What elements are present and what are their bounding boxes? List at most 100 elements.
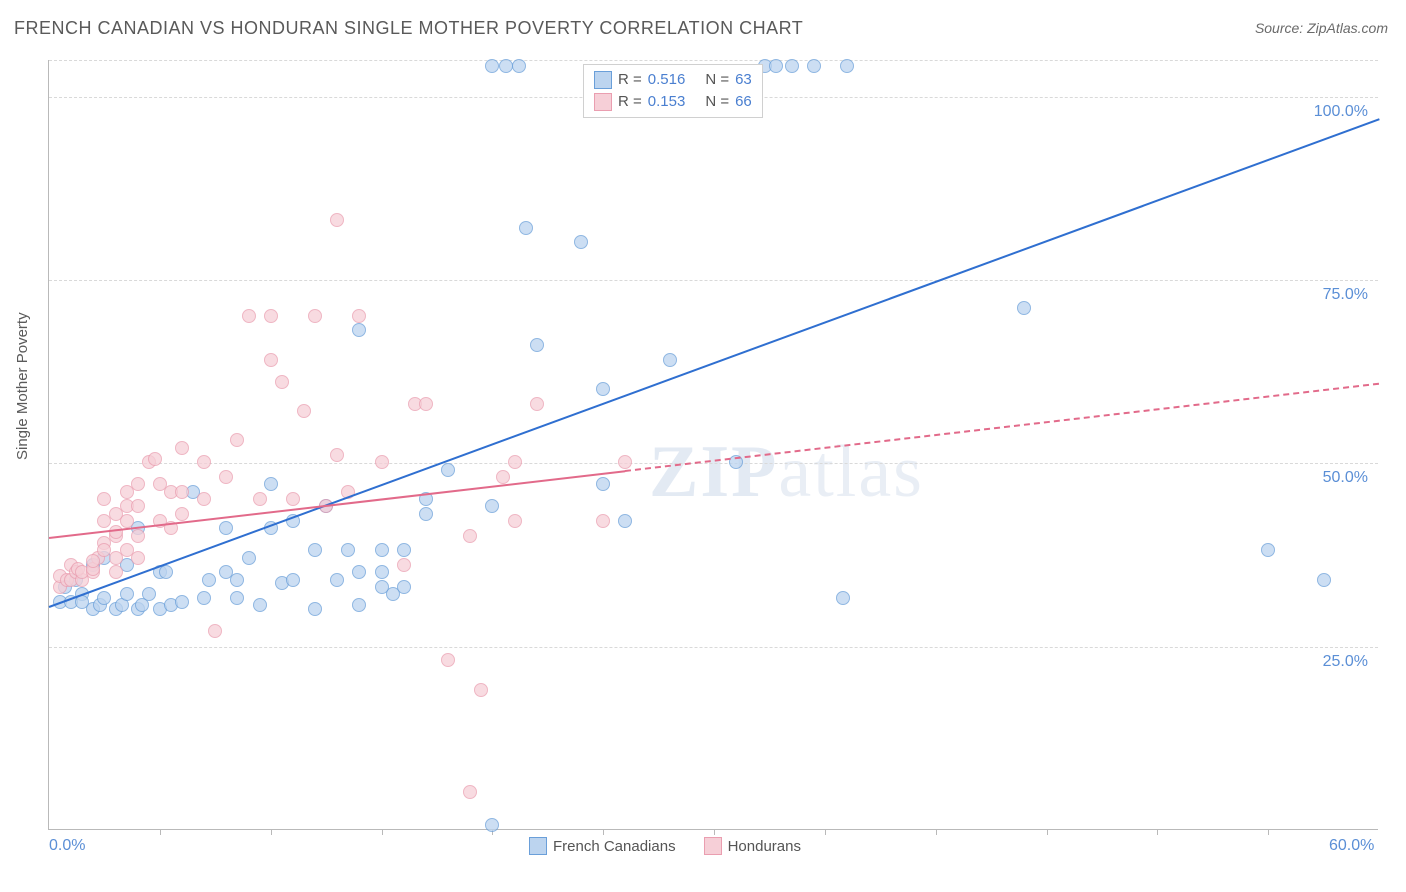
data-point [485,59,499,73]
chart-title: FRENCH CANADIAN VS HONDURAN SINGLE MOTHE… [14,18,803,39]
y-tick-label: 100.0% [1314,103,1368,121]
legend-swatch [594,71,612,89]
y-tick-label: 75.0% [1323,286,1368,304]
data-point [131,477,145,491]
data-point [499,59,513,73]
data-point [463,529,477,543]
y-tick-label: 50.0% [1323,469,1368,487]
trend-line [625,383,1379,472]
data-point [208,624,222,638]
gridline [49,463,1378,464]
data-point [264,353,278,367]
data-point [769,59,783,73]
x-tick-label: 0.0% [49,837,85,855]
data-point [441,653,455,667]
chart-container: FRENCH CANADIAN VS HONDURAN SINGLE MOTHE… [0,0,1406,892]
data-point [530,338,544,352]
data-point [352,565,366,579]
data-point [148,452,162,466]
legend-label: Hondurans [728,838,801,855]
legend-swatch [529,837,547,855]
gridline [49,647,1378,648]
data-point [230,573,244,587]
legend-r-value: 0.153 [648,91,686,113]
data-point [596,514,610,528]
data-point [618,455,632,469]
data-point [663,353,677,367]
data-point [508,514,522,528]
legend-n-value: 63 [735,69,752,91]
data-point [1317,573,1331,587]
x-tick [1047,829,1048,835]
x-tick [1157,829,1158,835]
data-point [242,309,256,323]
legend-r-value: 0.516 [648,69,686,91]
gridline [49,280,1378,281]
data-point [131,551,145,565]
data-point [197,591,211,605]
data-point [264,309,278,323]
data-point [264,477,278,491]
data-point [230,591,244,605]
data-point [286,573,300,587]
data-point [375,455,389,469]
data-point [253,492,267,506]
data-point [474,683,488,697]
data-point [109,525,123,539]
series-legend: French Canadians Hondurans [529,837,801,855]
data-point [330,213,344,227]
data-point [230,433,244,447]
gridline [49,60,1378,61]
data-point [1261,543,1275,557]
x-tick [1268,829,1269,835]
data-point [242,551,256,565]
data-point [253,598,267,612]
x-tick [714,829,715,835]
data-point [419,507,433,521]
data-point [175,441,189,455]
data-point [131,529,145,543]
source-label: Source: ZipAtlas.com [1255,20,1388,36]
data-point [375,565,389,579]
data-point [574,235,588,249]
correlation-legend: R =0.516N =63R =0.153N =66 [583,64,763,118]
data-point [397,580,411,594]
legend-swatch [594,93,612,111]
x-tick [936,829,937,835]
data-point [397,558,411,572]
data-point [618,514,632,528]
y-tick-label: 25.0% [1323,653,1368,671]
data-point [596,477,610,491]
legend-label: French Canadians [553,838,676,855]
x-tick [825,829,826,835]
legend-row: R =0.153N =66 [594,91,752,113]
data-point [375,543,389,557]
watermark-bold: ZIP [649,431,778,513]
data-point [352,309,366,323]
data-point [485,499,499,513]
data-point [202,573,216,587]
legend-row: R =0.516N =63 [594,69,752,91]
data-point [120,514,134,528]
data-point [86,554,100,568]
data-point [97,492,111,506]
x-tick-label: 60.0% [1329,837,1374,855]
data-point [120,587,134,601]
trend-line [49,119,1380,609]
x-tick [603,829,604,835]
watermark: ZIPatlas [649,430,924,515]
data-point [219,470,233,484]
x-tick [271,829,272,835]
data-point [441,463,455,477]
x-tick [160,829,161,835]
data-point [530,397,544,411]
data-point [508,455,522,469]
data-point [352,598,366,612]
data-point [836,591,850,605]
data-point [330,448,344,462]
data-point [397,543,411,557]
legend-swatch [704,837,722,855]
data-point [275,375,289,389]
data-point [519,221,533,235]
data-point [785,59,799,73]
